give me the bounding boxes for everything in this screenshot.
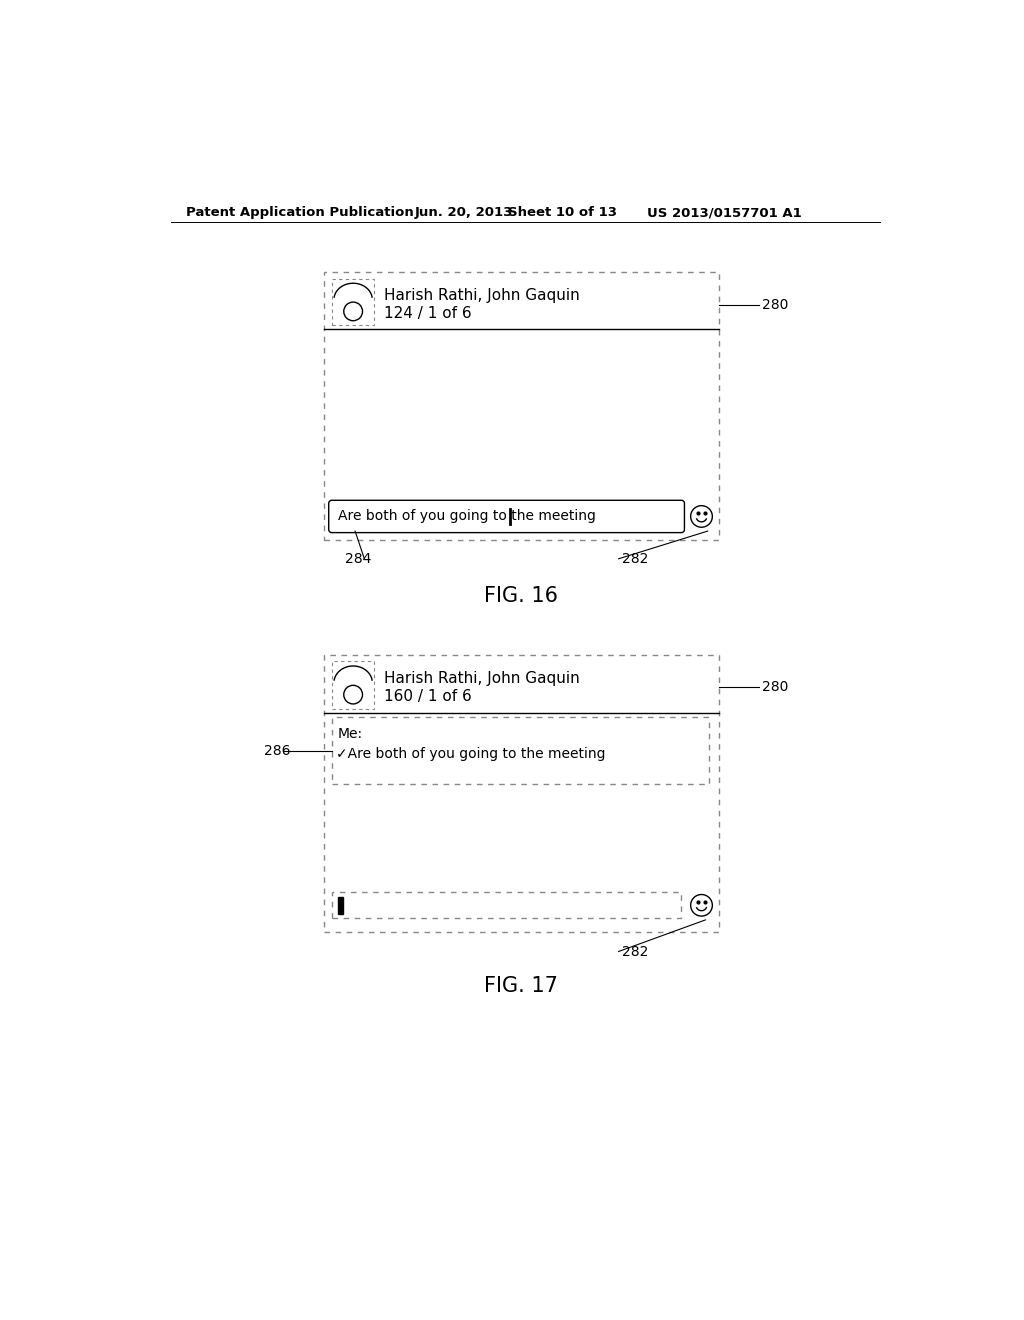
Text: Me:: Me: <box>338 726 364 741</box>
Text: Patent Application Publication: Patent Application Publication <box>186 206 414 219</box>
Text: FIG. 17: FIG. 17 <box>484 977 558 997</box>
Text: 286: 286 <box>263 743 290 758</box>
FancyBboxPatch shape <box>329 500 684 533</box>
Bar <box>332 892 681 919</box>
Bar <box>324 655 719 932</box>
Text: Jun. 20, 2013: Jun. 20, 2013 <box>415 206 513 219</box>
Text: Harish Rathi, John Gaquin: Harish Rathi, John Gaquin <box>384 671 580 685</box>
Bar <box>338 896 343 913</box>
Bar <box>332 717 710 784</box>
Text: Harish Rathi, John Gaquin: Harish Rathi, John Gaquin <box>384 288 580 304</box>
Text: FIG. 16: FIG. 16 <box>484 586 558 606</box>
Text: 282: 282 <box>622 552 648 566</box>
Text: 284: 284 <box>345 552 372 566</box>
Bar <box>332 279 375 326</box>
Bar <box>324 272 719 540</box>
Text: 160 / 1 of 6: 160 / 1 of 6 <box>384 689 471 704</box>
Text: Sheet 10 of 13: Sheet 10 of 13 <box>508 206 616 219</box>
Text: ✓Are both of you going to the meeting: ✓Are both of you going to the meeting <box>337 747 606 760</box>
Text: 280: 280 <box>762 680 788 694</box>
Text: 280: 280 <box>762 298 788 312</box>
Text: 282: 282 <box>622 945 648 958</box>
Bar <box>332 661 375 709</box>
Text: 124 / 1 of 6: 124 / 1 of 6 <box>384 306 471 322</box>
Text: US 2013/0157701 A1: US 2013/0157701 A1 <box>647 206 802 219</box>
Text: Are both of you going to the meeting: Are both of you going to the meeting <box>338 510 596 524</box>
